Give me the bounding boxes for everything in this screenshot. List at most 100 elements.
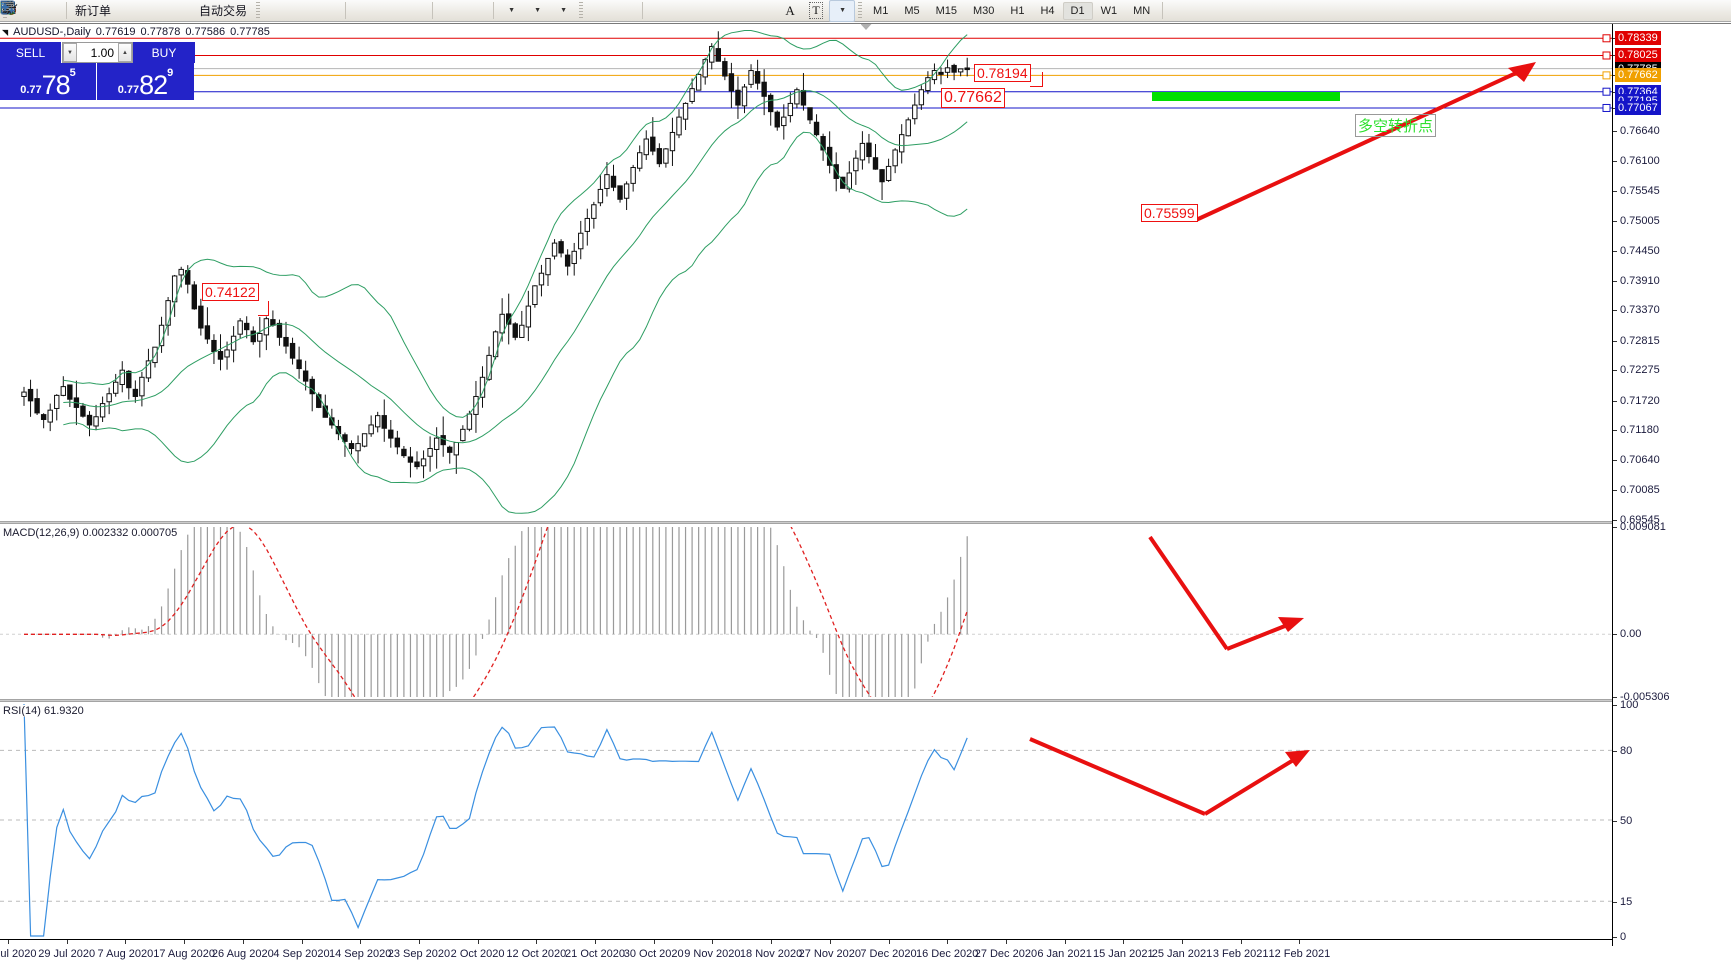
date-axis-label: 7 Aug 2020: [97, 948, 154, 960]
sell-price-display[interactable]: 0.77 78 5: [0, 63, 97, 100]
indicators-icon[interactable]: ▼: [1, 0, 524, 22]
price-label-077662[interactable]: 0.77662: [941, 88, 1005, 108]
chart-open-value: 0.77619: [95, 26, 136, 38]
date-axis-label: 18 Nov 2020: [739, 948, 803, 960]
macd-arrow-annotation[interactable]: [1148, 535, 1304, 651]
bullish-arrow-annotation[interactable]: [1195, 62, 1536, 222]
chart-high-value: 0.77878: [140, 26, 181, 38]
rsi-axis-tick: [1613, 751, 1617, 753]
price-axis-chip: 0.77662: [1615, 68, 1661, 83]
macd-pane[interactable]: [0, 527, 1612, 697]
candle-body: [335, 425, 342, 435]
chevron-down-icon-indicators[interactable]: ▼: [508, 7, 515, 14]
chevron-down-icon-templates[interactable]: ▼: [560, 7, 567, 14]
hline-anchor[interactable]: [1602, 51, 1611, 60]
chevron-down-icon-periods[interactable]: ▼: [534, 7, 541, 14]
candle-body: [650, 136, 656, 152]
price-axis-tick: [1613, 430, 1617, 432]
bar-chart-icon[interactable]: [0, 0, 289, 22]
timeframe-m30[interactable]: M30: [973, 4, 995, 17]
volume-input[interactable]: ▼ 1.00 ▲: [62, 42, 133, 63]
line-chart-icon[interactable]: [0, 0, 341, 22]
chart-autoscroll-icon[interactable]: [1, 0, 489, 22]
candle-body: [591, 204, 597, 219]
toolbar-grip-2[interactable]: [256, 2, 261, 19]
price-chart-pane[interactable]: 0.78194 0.77662 0.75599 0.74122 多空转折点: [0, 24, 1612, 520]
profiles-icon[interactable]: [0, 0, 62, 22]
price-label-074122[interactable]: 0.74122: [202, 283, 259, 301]
vertical-line-icon[interactable]: [5, 0, 673, 22]
timeframe-m1[interactable]: M1: [873, 4, 889, 17]
bollinger-band-lower: [63, 131, 968, 514]
toolbar-separator-4: [432, 2, 434, 19]
candle-body: [165, 300, 171, 326]
candle-body: [872, 157, 879, 170]
cursor-icon[interactable]: [4, 0, 612, 22]
signals-icon[interactable]: [1, 0, 195, 22]
shapes-icon[interactable]: ▼: [0, 0, 856, 22]
zoom-in-icon[interactable]: [1, 0, 376, 22]
candle-body: [944, 67, 951, 73]
tile-windows-icon[interactable]: [1, 0, 428, 22]
price-axis-label: 0.75545: [1620, 185, 1660, 198]
periods-icon[interactable]: ▼: [0, 0, 550, 22]
rsi-pane[interactable]: [0, 704, 1612, 939]
candlestick-chart-icon[interactable]: [0, 0, 315, 22]
chevron-down-icon-shapes[interactable]: ▼: [839, 7, 846, 14]
trendline-icon[interactable]: [2, 0, 725, 22]
hline-anchor[interactable]: [1602, 87, 1611, 96]
timeframe-m15[interactable]: M15: [935, 4, 957, 17]
autotrading-button[interactable]: 自动交易: [1, 0, 253, 22]
toolbar-grip-3[interactable]: [579, 2, 584, 19]
price-axis[interactable]: 0.783390.780250.776620.773640.770670.766…: [1612, 24, 1731, 946]
candle-body: [217, 351, 224, 360]
horizontal-line-icon[interactable]: [2, 0, 699, 22]
equidistant-channel-icon[interactable]: E: [1, 0, 751, 22]
new-order-button[interactable]: 新订单: [1, 0, 117, 22]
symbol-arrow-icon: ◥: [2, 27, 9, 37]
text-icon[interactable]: A: [777, 0, 803, 22]
crosshair-icon[interactable]: [2, 0, 638, 22]
hline-anchor[interactable]: [1602, 34, 1611, 43]
price-label-075599[interactable]: 0.75599: [1141, 204, 1198, 222]
date-axis-label: 16 Dec 2020: [915, 948, 979, 960]
price-label-078194[interactable]: 0.78194: [974, 64, 1031, 82]
rsi-arrow-annotation[interactable]: [1029, 737, 1310, 816]
templates-icon[interactable]: ▼: [1, 0, 576, 22]
macd-canvas: [0, 527, 1612, 697]
expert-advisor-icon[interactable]: [1, 0, 143, 22]
buy-button[interactable]: BUY: [133, 42, 195, 63]
pane-separator-macd[interactable]: [0, 521, 1612, 524]
volume-decrement-button[interactable]: ▼: [63, 43, 77, 62]
timeframe-d1[interactable]: D1: [1062, 1, 1093, 20]
candle-body: [99, 403, 106, 418]
price-chart-canvas: [0, 30, 1612, 514]
collapse-toolbar-arrow[interactable]: [860, 24, 872, 30]
candle-body: [885, 165, 892, 181]
text-label-icon[interactable]: T: [803, 0, 829, 22]
hline-anchor[interactable]: [1602, 103, 1611, 112]
fibonacci-icon[interactable]: F: [2, 0, 777, 22]
sell-button[interactable]: SELL: [0, 42, 62, 63]
candle-body: [938, 71, 944, 75]
timeframe-m5[interactable]: M5: [904, 4, 920, 17]
chart-shift-icon[interactable]: [1, 0, 463, 22]
toolbar-grip-4[interactable]: [858, 2, 863, 19]
date-axis-tick: [829, 940, 831, 944]
volume-increment-button[interactable]: ▲: [118, 43, 132, 62]
date-axis-tick: [242, 940, 244, 944]
pane-separator-rsi[interactable]: [0, 699, 1612, 702]
chart-note-text[interactable]: 多空转折点: [1355, 114, 1437, 137]
data-window-icon[interactable]: [1, 0, 169, 22]
timeframe-w1[interactable]: W1: [1100, 4, 1118, 17]
timeframe-h1[interactable]: H1: [1010, 4, 1025, 17]
bollinger-band-upper: [63, 30, 968, 418]
toolbar-separator-6: [642, 2, 644, 19]
timeframe-h4[interactable]: H4: [1040, 4, 1055, 17]
zoom-out-icon[interactable]: [1, 0, 402, 22]
date-axis-tick: [418, 940, 420, 944]
buy-price-display[interactable]: 0.77 82 9: [97, 63, 194, 100]
timeframe-mn[interactable]: MN: [1133, 4, 1151, 17]
hline-anchor[interactable]: [1602, 71, 1611, 80]
